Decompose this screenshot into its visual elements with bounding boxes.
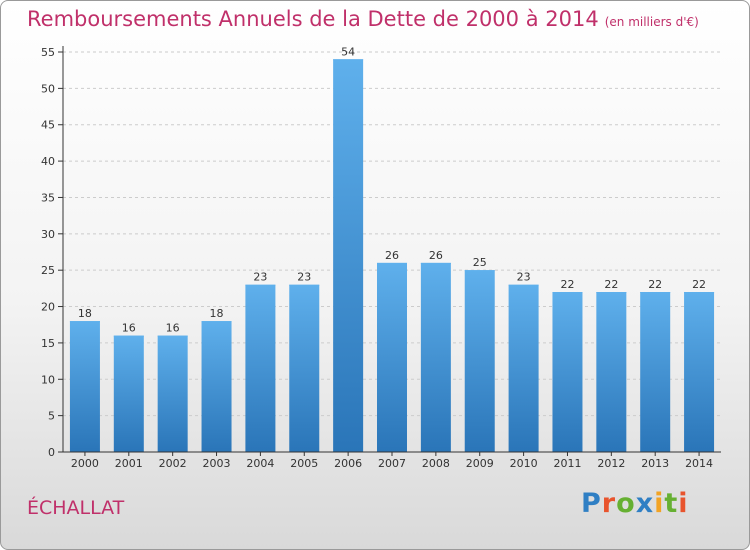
axis-layer: 0 5 10 15 20 25 30 35 40 45 50 55 2000 2001 2002 2003 20… [41, 46, 721, 470]
y-tick-label: 45 [41, 119, 55, 132]
y-tick-label: 20 [41, 301, 55, 314]
chart-title: Remboursements Annuels de la Dette de 20… [27, 7, 699, 31]
x-tick-label-2011: 2011 [553, 457, 581, 470]
logo-letter: i [654, 488, 665, 519]
logo-letter: P [581, 488, 602, 519]
y-tick-label: 5 [48, 410, 55, 423]
data-label-2008: 26 [429, 249, 443, 262]
place-name: ÉCHALLAT [27, 497, 125, 519]
logo-letter: o [616, 488, 636, 519]
x-tick-label-2006: 2006 [334, 457, 362, 470]
x-tick-label-2012: 2012 [597, 457, 625, 470]
data-label-2001: 16 [122, 322, 136, 335]
data-label-2014: 22 [692, 278, 706, 291]
y-tick-label: 10 [41, 373, 55, 386]
data-label-2003: 18 [210, 307, 224, 320]
bar-2013 [640, 292, 671, 452]
bar-2003 [201, 321, 232, 452]
data-label-2013: 22 [648, 278, 662, 291]
x-tick-label-2008: 2008 [422, 457, 450, 470]
logo-letter: x [635, 488, 655, 519]
bar-2009 [464, 270, 495, 452]
bar-2014 [684, 292, 715, 452]
data-label-2002: 16 [166, 322, 180, 335]
y-tick-label: 30 [41, 228, 55, 241]
proxiti-logo: Proxiti [581, 488, 689, 519]
data-label-2004: 23 [253, 271, 267, 284]
y-tick-label: 15 [41, 337, 55, 350]
y-tick-label: 55 [41, 46, 55, 59]
logo-letter: r [601, 488, 617, 519]
data-label-2009: 25 [473, 256, 487, 269]
bar-2004 [245, 284, 276, 452]
bar-2005 [289, 284, 320, 452]
bar-2000 [69, 321, 100, 452]
data-label-2010: 23 [517, 271, 531, 284]
bar-2007 [377, 262, 407, 452]
x-tick-label-2005: 2005 [290, 457, 318, 470]
logo-letter: t [664, 488, 679, 519]
x-tick-label-2001: 2001 [115, 457, 143, 470]
data-label-2000: 18 [78, 307, 92, 320]
data-label-2011: 22 [560, 278, 574, 291]
bar-2002 [157, 335, 188, 452]
bar-2011 [552, 292, 583, 452]
x-tick-label-2003: 2003 [203, 457, 231, 470]
y-tick-label: 25 [41, 264, 55, 277]
bar-2008 [420, 262, 451, 452]
bar-2006 [333, 59, 364, 452]
x-tick-label-2013: 2013 [641, 457, 669, 470]
data-label-2012: 22 [604, 278, 618, 291]
x-tick-label-2007: 2007 [378, 457, 406, 470]
x-tick-label-2009: 2009 [466, 457, 494, 470]
x-tick-label-2004: 2004 [246, 457, 274, 470]
data-label-2005: 23 [297, 271, 311, 284]
chart-title-text: Remboursements Annuels de la Dette de 20… [27, 7, 599, 31]
y-tick-label: 40 [41, 155, 55, 168]
chart-subtitle: (en milliers d'€) [604, 15, 699, 29]
data-label-2007: 26 [385, 249, 399, 262]
bar-2012 [596, 292, 627, 452]
x-tick-label-2010: 2010 [510, 457, 538, 470]
logo-letter: i [678, 488, 689, 519]
y-tick-label: 0 [48, 446, 55, 459]
y-tick-label: 50 [41, 82, 55, 95]
y-tick-label: 35 [41, 191, 55, 204]
x-tick-label-2014: 2014 [685, 457, 713, 470]
bar-2010 [508, 284, 539, 452]
bar-2001 [113, 335, 144, 452]
x-tick-label-2002: 2002 [159, 457, 187, 470]
bar-layer [69, 59, 715, 452]
label-layer: 18 16 16 18 23 23 54 26 26 25 23 22 22 22 22 [78, 45, 706, 334]
x-tick-label-2000: 2000 [71, 457, 99, 470]
data-label-2006: 54 [341, 45, 355, 58]
